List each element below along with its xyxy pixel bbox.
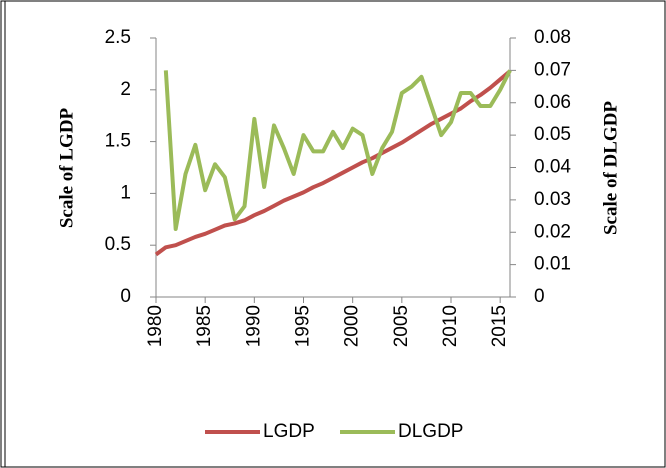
x-tick-label: 2010 <box>440 305 461 347</box>
y-tick-label: 2 <box>120 79 131 100</box>
data-line <box>163 69 512 232</box>
x-tick-label: 1980 <box>145 305 166 347</box>
y-tick-label: 1.5 <box>105 131 131 152</box>
x-tick-label: 1995 <box>293 305 314 347</box>
x-tick-label: 1990 <box>243 305 264 347</box>
y2-tick-label: 0 <box>534 286 545 307</box>
y-tick-label: 0 <box>120 286 131 307</box>
y-tick-label: 2.5 <box>105 27 131 48</box>
y2-tick-label: 0.05 <box>534 124 571 145</box>
y-axis-label: Scale of LGDP <box>56 107 77 228</box>
y-tick-label: 0.5 <box>105 234 131 255</box>
y2-tick-label: 0.04 <box>534 157 571 178</box>
x-tick-label: 2000 <box>342 305 363 347</box>
y2-tick-label: 0.01 <box>534 254 571 275</box>
y2-tick-label: 0.07 <box>534 59 571 80</box>
y2-axis-label: Scale of DLGDP <box>600 101 621 235</box>
data-line <box>154 69 512 257</box>
y2-tick-label: 0.06 <box>534 92 571 113</box>
legend-label: DLGDP <box>398 421 463 442</box>
y2-tick-label: 0.03 <box>534 189 571 210</box>
x-tick-label: 2005 <box>391 305 412 347</box>
x-tick-label: 2015 <box>489 305 510 347</box>
legend-label: LGDP <box>263 421 315 442</box>
x-tick-label: 1985 <box>194 305 215 347</box>
y-tick-label: 1 <box>120 182 131 203</box>
y2-tick-label: 0.02 <box>534 221 571 242</box>
y2-tick-label: 0.08 <box>534 27 571 48</box>
